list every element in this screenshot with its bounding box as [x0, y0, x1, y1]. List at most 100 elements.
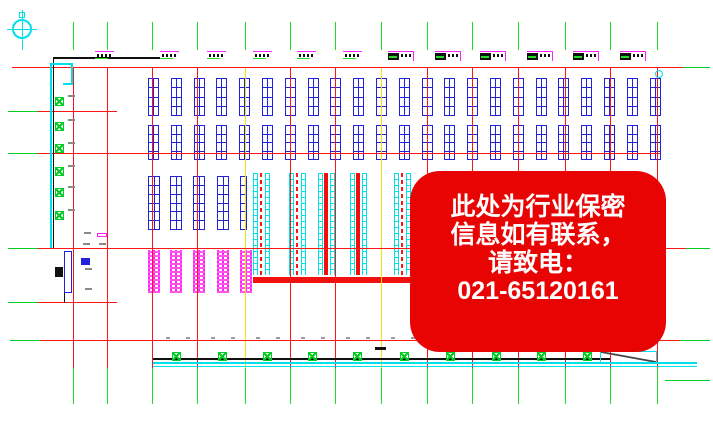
dim-label-text-mark — [209, 54, 224, 57]
door-label-bracket-side — [460, 51, 461, 61]
rack-cell — [222, 79, 226, 88]
rack-cell — [491, 88, 495, 97]
column-marker — [55, 144, 64, 153]
pallet-stack — [240, 250, 252, 293]
rack-cell — [656, 143, 660, 151]
rack-cell — [605, 151, 609, 159]
rack-cell — [240, 143, 244, 151]
rack-cell — [177, 126, 181, 134]
rack-cell — [245, 143, 249, 151]
rack-cell — [519, 151, 523, 159]
rack-cell — [291, 79, 295, 88]
grid-tick-top — [565, 22, 566, 50]
rack-cell — [405, 134, 409, 142]
door-label-bracket-side — [645, 51, 646, 61]
column-marker — [55, 97, 64, 106]
rack-unit — [170, 176, 182, 230]
rack-cell — [605, 134, 609, 142]
rack-cell — [291, 143, 295, 151]
rack-cell — [564, 151, 568, 159]
rack-cell — [445, 134, 449, 142]
door-label-bracket-side — [505, 51, 506, 61]
dim-tick-mark — [391, 337, 395, 339]
rack-cell — [537, 79, 541, 88]
rack-cell — [633, 126, 637, 134]
rack-cell — [194, 221, 199, 229]
rack-cell — [359, 88, 363, 97]
rack-cell — [314, 134, 318, 142]
annex-tiny-text-mark — [85, 268, 92, 270]
rack-cell — [400, 79, 404, 88]
rack-cell — [354, 134, 358, 142]
rack-cell — [241, 203, 246, 212]
rack-cell — [445, 88, 449, 97]
rack-cell — [405, 106, 409, 115]
rack-cell — [199, 185, 204, 194]
rack-unit — [239, 125, 250, 160]
rack-cell — [628, 126, 632, 134]
rack-cell — [559, 134, 563, 142]
rack-cell — [154, 134, 158, 142]
rack-cell — [336, 97, 340, 106]
rack-cell — [240, 134, 244, 142]
rack-cell — [154, 106, 158, 115]
door-label-bracket-side — [413, 51, 414, 61]
rack-cell — [286, 126, 290, 134]
rack-cell — [268, 97, 272, 106]
rack-cell — [240, 88, 244, 97]
rack-cell — [382, 126, 386, 134]
rack-cell — [423, 143, 427, 151]
grid-line-h — [10, 340, 40, 341]
rack-cell — [428, 151, 432, 159]
rack-cell — [194, 212, 199, 221]
rack-cell — [405, 79, 409, 88]
rack-cell — [223, 203, 228, 212]
rack-cell — [263, 79, 267, 88]
rack-cell — [473, 143, 477, 151]
rack-cell — [241, 185, 246, 194]
rack-cell — [314, 88, 318, 97]
rack-cell — [268, 134, 272, 142]
rack-unit — [216, 125, 227, 160]
rack-cell — [194, 194, 199, 203]
rack-cell — [336, 88, 340, 97]
rack-cell — [428, 97, 432, 106]
rack-cell — [587, 97, 591, 106]
rack-cell — [149, 177, 154, 185]
rack-cell — [382, 143, 386, 151]
rack-cell — [468, 151, 472, 159]
rack-cell — [564, 88, 568, 97]
rack-cell — [286, 88, 290, 97]
rack-cell — [222, 126, 226, 134]
asrs-crane-rail — [296, 173, 298, 275]
rack-cell — [263, 97, 267, 106]
rack-cell — [445, 126, 449, 134]
rack-cell — [633, 134, 637, 142]
rack-cell — [473, 88, 477, 97]
door-symbol-green-dash — [436, 56, 444, 58]
grid-line-v-bottom — [335, 368, 336, 404]
rack-cell — [291, 134, 295, 142]
column-marker — [55, 211, 64, 220]
dim-label-underline — [207, 58, 220, 59]
dim-tick-mark — [211, 337, 215, 339]
column-marker — [55, 122, 64, 131]
rack-cell — [217, 79, 221, 88]
rack-cell — [149, 126, 153, 134]
rack-cell — [331, 97, 335, 106]
dim-label-overline — [253, 51, 272, 52]
overlay-text-line-1: 此处为行业保密 — [450, 193, 626, 221]
rack-cell — [428, 143, 432, 151]
rack-cell — [149, 143, 153, 151]
rack-cell — [200, 126, 204, 134]
rack-cell — [263, 143, 267, 151]
asrs-rack — [362, 173, 367, 275]
rack-cell — [314, 79, 318, 88]
rack-cell — [542, 106, 546, 115]
rack-cell — [605, 126, 609, 134]
asrs-aisle-bar — [253, 277, 413, 283]
grid-line-h — [38, 111, 117, 112]
rack-cell — [177, 97, 181, 106]
rack-cell — [633, 106, 637, 115]
confidential-overlay: 此处为行业保密 信息如有联系， 请致电： 021-65120161 — [410, 171, 666, 352]
